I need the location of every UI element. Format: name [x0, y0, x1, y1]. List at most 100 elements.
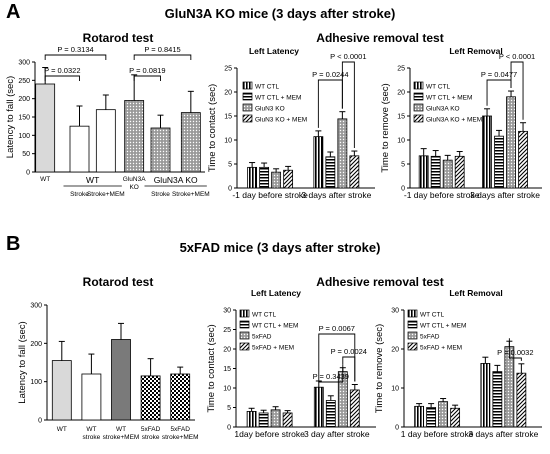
b-latency-bar	[258, 412, 269, 428]
b-latency-legend-label: 5xFAD	[252, 334, 272, 341]
a-latency-y-axis-label: Time to contact (sec)	[207, 84, 218, 172]
b-removal-x-category-label: 1 day before stroke	[401, 429, 474, 439]
a-rotarod-y-tick-label: 100	[18, 133, 30, 140]
b-latency-legend-swatch	[239, 331, 250, 340]
section-title-a-adhesive: Adhesive removal test	[316, 31, 443, 45]
a-removal-p-value: P < 0.0001	[499, 52, 535, 61]
b-latency-significance-bracket	[318, 364, 344, 383]
b-removal-legend-label: 5xFAD + MEM	[420, 345, 462, 352]
a-rotarod-significance-bracket	[44, 75, 80, 81]
b-removal-y-tick-label: 30	[391, 308, 399, 315]
b-latency-legend-label: 5xFAD + MEM	[252, 345, 294, 352]
a-rotarod-bar	[69, 125, 90, 173]
a-latency-y-tick-label: 20	[224, 90, 232, 97]
b-removal-bar	[450, 407, 461, 428]
a-latency-bar	[283, 169, 294, 189]
a-rotarod-p-value: P = 0.3134	[57, 45, 93, 54]
a-rotarod-category-label: GluN3A	[123, 176, 146, 183]
a-latency-p-value: P = 0.0244	[312, 70, 348, 79]
a-rotarod-y-tick-label: 50	[22, 151, 30, 158]
a-latency-x-category-label: 3 days after stroke	[301, 190, 371, 200]
a-rotarod-bar	[150, 127, 171, 173]
b-removal-bar	[414, 405, 425, 428]
a-latency-y-tick-label: 5	[228, 162, 232, 169]
b-latency-bar	[325, 400, 336, 428]
a-latency-y-tick-label: 0	[228, 186, 232, 193]
b-latency-y-tick-label: 20	[223, 347, 231, 354]
panel-letter-b: B	[6, 233, 20, 255]
a-latency-significance-bracket	[341, 61, 355, 149]
a-latency-y-tick-label: 15	[224, 114, 232, 121]
a-removal-legend-label: WT CTL	[426, 84, 450, 91]
a-rotarod-p-value: P = 0.0819	[129, 66, 165, 75]
a-removal-bar	[418, 155, 429, 189]
a-rotarod-bar	[180, 112, 201, 173]
a-rotarod-y-tick-label: 300	[18, 60, 30, 67]
b-latency-bar	[282, 412, 293, 428]
a-removal-legend-swatch	[413, 114, 424, 123]
a-rotarod-significance-bracket	[133, 54, 192, 60]
a-removal-y-tick-label: 25	[397, 66, 405, 73]
panel-letter-a: A	[6, 1, 20, 23]
b-removal-bar	[492, 371, 503, 428]
chart-a-left-latency: 0 5 10 15 20 25 Time to contact (sec) -1 day be…	[207, 46, 375, 200]
b-removal-bar	[516, 372, 527, 428]
b-rotarod-bar	[170, 373, 191, 421]
b-rotarod-y-tick-label: 100	[30, 379, 42, 386]
b-latency-p-value: P = 0.3439	[313, 372, 349, 381]
a-latency-title: Left Latency	[249, 46, 299, 56]
section-title-b-adhesive: Adhesive removal test	[316, 275, 443, 289]
a-rotarod-category-label: KO	[129, 184, 138, 191]
b-latency-y-tick-label: 15	[223, 366, 231, 373]
b-removal-legend-swatch	[407, 342, 418, 351]
a-removal-legend-label: GluN3A KO + MEM	[426, 117, 482, 124]
b-rotarod-bar	[81, 373, 102, 421]
chart-b-left-latency: 0 5 10 15 20 25 30 Time to contact (sec) 1day be…	[206, 288, 376, 439]
a-removal-title: Left Removal	[449, 46, 502, 56]
b-latency-bar	[246, 410, 257, 428]
b-removal-bar	[438, 401, 449, 428]
b-rotarod-y-axis-label: Latency to fall (sec)	[17, 321, 28, 403]
b-latency-legend-swatch	[239, 309, 250, 318]
chart-b-left-removal: 0 10 20 30 Time to remove (sec) 1 day before …	[374, 288, 542, 439]
a-latency-x-category-label: -1 day before stroke	[232, 190, 308, 200]
b-rotarod-y-tick-label: 300	[30, 303, 42, 310]
chart-title-a-rotarod: Rotarod test	[83, 31, 154, 45]
a-rotarod-bar	[35, 83, 56, 173]
a-removal-y-tick-label: 0	[401, 186, 405, 193]
a-latency-bar	[349, 155, 360, 189]
b-latency-x-category-label: 1day before stroke	[234, 429, 305, 439]
b-latency-y-tick-label: 25	[223, 327, 231, 334]
b-removal-legend-swatch	[407, 309, 418, 318]
a-latency-bar	[325, 156, 336, 189]
b-latency-x-category-label: 3 day after stroke	[304, 429, 370, 439]
panel-title-a: GluN3A KO mice (3 days after stroke)	[165, 6, 396, 21]
a-removal-legend-label: GluN3A KO	[426, 106, 460, 113]
b-latency-y-axis-label: Time to contact (sec)	[206, 324, 217, 412]
a-rotarod-p-value: P = 0.0322	[44, 66, 80, 75]
b-rotarod-category-label: WT	[86, 426, 96, 433]
a-rotarod-significance-bracket	[44, 54, 107, 60]
a-rotarod-significance-bracket	[133, 75, 161, 81]
a-removal-bar	[430, 155, 441, 189]
b-removal-y-axis-label: Time to remove (sec)	[374, 324, 385, 413]
a-rotarod-group-label: GluN3A KO	[154, 175, 198, 185]
b-rotarod-category-label: stroke	[83, 434, 101, 441]
a-removal-x-category-label: -1 day before stroke	[404, 190, 480, 200]
a-removal-bar	[454, 155, 465, 189]
b-rotarod-y-tick-label: 0	[38, 418, 42, 425]
a-rotarod-category-label: Stroke	[70, 191, 89, 198]
a-removal-y-tick-label: 15	[397, 114, 405, 121]
b-removal-y-tick-label: 10	[391, 386, 399, 393]
a-removal-legend-swatch	[413, 81, 424, 90]
b-rotarod-category-label: stroke	[142, 434, 160, 441]
a-rotarod-category-label: WT	[40, 176, 50, 183]
a-removal-y-tick-label: 20	[397, 90, 405, 97]
b-removal-legend-swatch	[407, 320, 418, 329]
a-latency-legend-label: WT CTL	[255, 84, 279, 91]
a-latency-p-value: P < 0.0001	[330, 52, 366, 61]
a-rotarod-category-label: Stroke+MEM	[87, 191, 125, 198]
a-rotarod-bar	[95, 109, 116, 173]
a-latency-bar	[337, 118, 348, 189]
